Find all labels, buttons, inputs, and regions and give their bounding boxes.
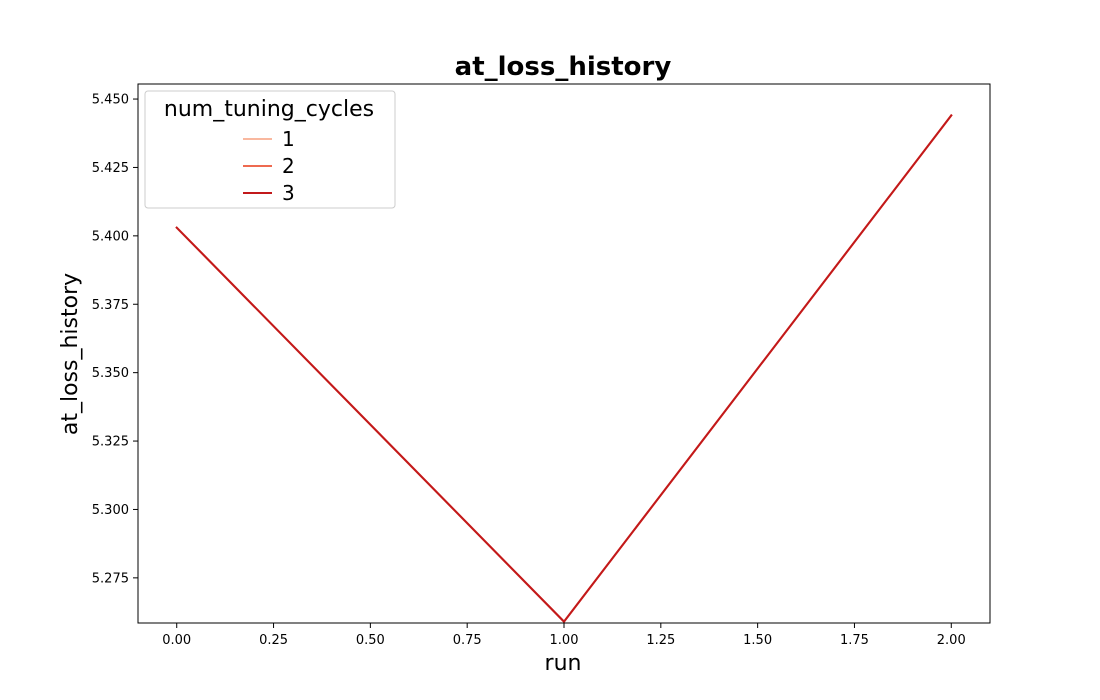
- x-tick-label: 0.25: [259, 633, 288, 648]
- x-tick-label: 1.25: [646, 633, 675, 648]
- y-tick-label: 5.375: [92, 298, 129, 313]
- y-tick-label: 5.350: [92, 366, 129, 381]
- legend-title: num_tuning_cycles: [164, 97, 374, 122]
- legend-entries: 1 2 3: [243, 127, 295, 205]
- legend-label-2: 2: [282, 154, 295, 178]
- y-tick-label: 5.300: [92, 503, 129, 518]
- legend: num_tuning_cycles 1 2 3: [144, 90, 396, 209]
- y-axis: 5.275 5.300 5.325 5.350 5.375 5.400 5.425 5.450: [92, 93, 138, 586]
- y-tick-label: 5.450: [92, 93, 129, 108]
- series-line-3: [175, 114, 953, 623]
- y-tick-label: 5.325: [92, 435, 129, 450]
- series-layer: [175, 114, 953, 623]
- x-tick-label: 2.00: [937, 633, 966, 648]
- y-tick-label: 5.275: [92, 571, 129, 586]
- y-axis-label: at_loss_history: [58, 273, 83, 435]
- x-axis-label: run: [545, 651, 582, 676]
- y-tick-label: 5.400: [92, 229, 129, 244]
- x-tick-label: 1.50: [743, 633, 772, 648]
- legend-label-3: 3: [282, 181, 295, 205]
- x-tick-label: 0.75: [453, 633, 482, 648]
- y-tick-label: 5.425: [92, 161, 129, 176]
- x-tick-label: 1.75: [840, 633, 869, 648]
- legend-box: [144, 90, 396, 209]
- legend-label-1: 1: [282, 127, 295, 151]
- chart-title: at_loss_history: [455, 52, 672, 82]
- x-tick-label: 0.00: [162, 633, 191, 648]
- x-axis: 0.00 0.25 0.50 0.75 1.00 1.25 1.50 1.75 2.00: [162, 623, 966, 648]
- x-tick-label: 1.00: [550, 633, 579, 648]
- x-tick-label: 0.50: [356, 633, 385, 648]
